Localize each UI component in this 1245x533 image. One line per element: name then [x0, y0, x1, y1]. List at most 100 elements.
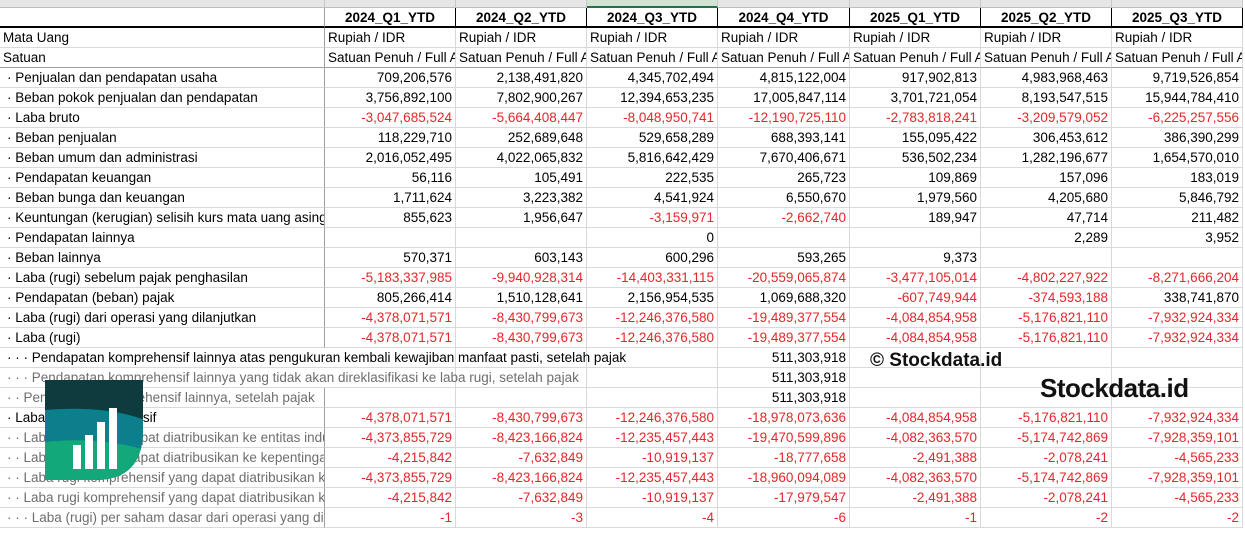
value-cell[interactable]: -4,082,363,570 [850, 468, 981, 488]
value-cell[interactable]: -4,378,071,571 [325, 328, 456, 348]
value-cell[interactable]: -4,378,071,571 [325, 308, 456, 328]
value-cell[interactable]: 511,303,918 [718, 388, 850, 408]
value-cell[interactable]: -4,373,855,729 [325, 468, 456, 488]
value-cell[interactable]: Rupiah / IDR [456, 28, 587, 48]
value-cell[interactable] [1112, 388, 1243, 408]
row-label-cell[interactable]: · Beban penjualan [0, 128, 325, 148]
column-header[interactable] [850, 0, 981, 8]
value-cell[interactable]: -4,084,854,958 [850, 408, 981, 428]
value-cell[interactable]: -17,979,547 [718, 488, 850, 508]
row-label-cell[interactable]: · Laba rugi komprehensif [0, 408, 325, 428]
value-cell[interactable]: -2,662,740 [718, 208, 850, 228]
value-cell[interactable]: -6 [718, 508, 850, 528]
row-label-cell[interactable]: · Laba bruto [0, 108, 325, 128]
value-cell[interactable]: 4,983,968,463 [981, 68, 1112, 88]
row-label-cell[interactable]: Mata Uang [0, 28, 325, 48]
value-cell[interactable]: -12,235,457,443 [587, 428, 718, 448]
value-cell[interactable] [850, 388, 981, 408]
value-cell[interactable]: 9,719,526,854 [1112, 68, 1243, 88]
value-cell[interactable] [981, 368, 1112, 388]
value-cell[interactable]: -4,565,233 [1112, 448, 1243, 468]
value-cell[interactable]: 2024_Q2_YTD [456, 8, 587, 28]
row-label-cell[interactable]: · Laba (rugi) dari operasi yang dilanjut… [0, 308, 325, 328]
value-cell[interactable]: -1 [325, 508, 456, 528]
value-cell[interactable]: 511,303,918 [718, 348, 850, 368]
value-cell[interactable]: -374,593,188 [981, 288, 1112, 308]
value-cell[interactable]: 6,550,670 [718, 188, 850, 208]
value-cell[interactable]: 183,019 [1112, 168, 1243, 188]
value-cell[interactable]: -3,477,105,014 [850, 268, 981, 288]
row-label-cell[interactable]: · Pendapatan (beban) pajak [0, 288, 325, 308]
value-cell[interactable]: -10,919,137 [587, 488, 718, 508]
value-cell[interactable]: -8,271,666,204 [1112, 268, 1243, 288]
value-cell[interactable] [325, 368, 456, 388]
value-cell[interactable]: -2 [981, 508, 1112, 528]
value-cell[interactable] [1112, 348, 1243, 368]
value-cell[interactable]: 7,802,900,267 [456, 88, 587, 108]
value-cell[interactable]: -8,430,799,673 [456, 408, 587, 428]
value-cell[interactable]: 9,373 [850, 248, 981, 268]
value-cell[interactable]: -12,190,725,110 [718, 108, 850, 128]
value-cell[interactable]: Satuan Penuh / Full Amount [587, 48, 718, 68]
row-label-cell[interactable]: · · Laba rugi komprehensif yang dapat di… [0, 468, 325, 488]
row-label-cell[interactable]: · · · Pendapatan komprehensif lainnya ya… [0, 368, 579, 388]
value-cell[interactable]: 306,453,612 [981, 128, 1112, 148]
value-cell[interactable]: 5,816,642,429 [587, 148, 718, 168]
value-cell[interactable]: -2 [1112, 508, 1243, 528]
value-cell[interactable]: 189,947 [850, 208, 981, 228]
value-cell[interactable]: 4,345,702,494 [587, 68, 718, 88]
row-label-cell[interactable]: · Laba (rugi) sebelum pajak penghasilan [0, 268, 325, 288]
value-cell[interactable]: 105,491 [456, 168, 587, 188]
value-cell[interactable]: Rupiah / IDR [981, 28, 1112, 48]
value-cell[interactable]: -8,423,166,824 [456, 428, 587, 448]
value-cell[interactable]: 109,869 [850, 168, 981, 188]
value-cell[interactable]: 15,944,784,410 [1112, 88, 1243, 108]
row-label-cell[interactable]: · Laba (rugi) [0, 328, 325, 348]
value-cell[interactable]: -4,084,854,958 [850, 308, 981, 328]
value-cell[interactable]: 47,714 [981, 208, 1112, 228]
value-cell[interactable] [850, 228, 981, 248]
value-cell[interactable]: 2,138,491,820 [456, 68, 587, 88]
row-label-cell[interactable]: · Pendapatan lainnya [0, 228, 325, 248]
value-cell[interactable] [718, 228, 850, 248]
value-cell[interactable]: -3 [456, 508, 587, 528]
value-cell[interactable] [456, 368, 587, 388]
value-cell[interactable] [325, 388, 456, 408]
row-label-cell[interactable] [0, 8, 325, 28]
value-cell[interactable] [850, 368, 981, 388]
value-cell[interactable]: -2,491,388 [850, 488, 981, 508]
value-cell[interactable]: 688,393,141 [718, 128, 850, 148]
value-cell[interactable]: -9,940,928,314 [456, 268, 587, 288]
value-cell[interactable]: 2,156,954,535 [587, 288, 718, 308]
value-cell[interactable]: 5,846,792 [1112, 188, 1243, 208]
value-cell[interactable]: 917,902,813 [850, 68, 981, 88]
column-header[interactable] [1112, 0, 1243, 8]
value-cell[interactable]: -12,235,457,443 [587, 468, 718, 488]
value-cell[interactable]: -2,491,388 [850, 448, 981, 468]
value-cell[interactable]: 222,535 [587, 168, 718, 188]
value-cell[interactable]: 118,229,710 [325, 128, 456, 148]
value-cell[interactable]: 155,095,422 [850, 128, 981, 148]
value-cell[interactable]: -4,802,227,922 [981, 268, 1112, 288]
row-label-cell[interactable]: · Pendapatan keuangan [0, 168, 325, 188]
value-cell[interactable] [587, 368, 718, 388]
value-cell[interactable] [325, 228, 456, 248]
value-cell[interactable]: 709,206,576 [325, 68, 456, 88]
value-cell[interactable]: 600,296 [587, 248, 718, 268]
column-header[interactable] [718, 0, 850, 8]
value-cell[interactable]: -8,430,799,673 [456, 328, 587, 348]
value-cell[interactable]: -8,048,950,741 [587, 108, 718, 128]
value-cell[interactable]: -12,246,376,580 [587, 328, 718, 348]
value-cell[interactable]: 2025_Q1_YTD [850, 8, 981, 28]
value-cell[interactable]: 0 [587, 228, 718, 248]
value-cell[interactable] [850, 348, 981, 368]
value-cell[interactable]: 1,711,624 [325, 188, 456, 208]
value-cell[interactable]: -2,783,818,241 [850, 108, 981, 128]
value-cell[interactable]: 7,670,406,671 [718, 148, 850, 168]
value-cell[interactable]: -1 [850, 508, 981, 528]
row-label-cell[interactable]: · Penjualan dan pendapatan usaha [0, 68, 325, 88]
value-cell[interactable] [325, 348, 456, 368]
row-label-cell[interactable]: · · Pendapatan komprehensif lainnya, set… [0, 388, 325, 408]
value-cell[interactable]: 511,303,918 [718, 368, 850, 388]
value-cell[interactable]: 4,205,680 [981, 188, 1112, 208]
